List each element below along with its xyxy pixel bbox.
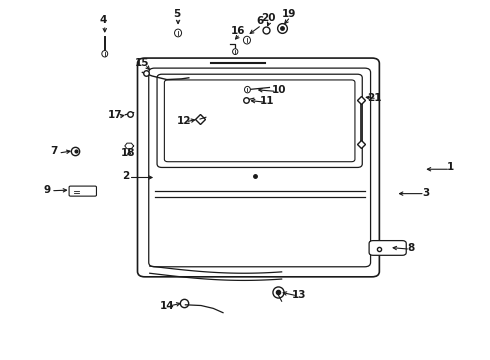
Text: 6: 6: [256, 17, 263, 27]
Ellipse shape: [174, 29, 182, 37]
Text: 7: 7: [50, 146, 57, 156]
Text: 18: 18: [121, 148, 135, 158]
Ellipse shape: [245, 86, 250, 93]
Text: 14: 14: [160, 301, 174, 311]
Text: 21: 21: [367, 93, 382, 103]
Text: 15: 15: [135, 58, 149, 68]
Ellipse shape: [244, 36, 250, 44]
FancyBboxPatch shape: [138, 58, 379, 277]
Text: 3: 3: [422, 188, 429, 198]
Text: 13: 13: [292, 290, 306, 300]
Text: 20: 20: [261, 13, 276, 23]
FancyBboxPatch shape: [369, 240, 406, 255]
Text: 8: 8: [408, 243, 415, 253]
FancyBboxPatch shape: [164, 80, 355, 162]
Text: 4: 4: [99, 15, 107, 26]
Text: 5: 5: [173, 9, 180, 19]
Ellipse shape: [233, 49, 238, 54]
FancyBboxPatch shape: [69, 186, 97, 196]
Text: 17: 17: [108, 111, 123, 121]
Ellipse shape: [102, 50, 108, 57]
Text: 2: 2: [122, 171, 129, 181]
FancyBboxPatch shape: [157, 74, 362, 167]
Text: 10: 10: [272, 85, 287, 95]
Text: 1: 1: [446, 162, 454, 172]
Text: 12: 12: [177, 116, 191, 126]
Text: 11: 11: [260, 96, 274, 106]
FancyBboxPatch shape: [149, 68, 370, 267]
Text: 9: 9: [44, 185, 50, 195]
Text: 19: 19: [282, 9, 296, 19]
Text: 16: 16: [230, 26, 245, 36]
